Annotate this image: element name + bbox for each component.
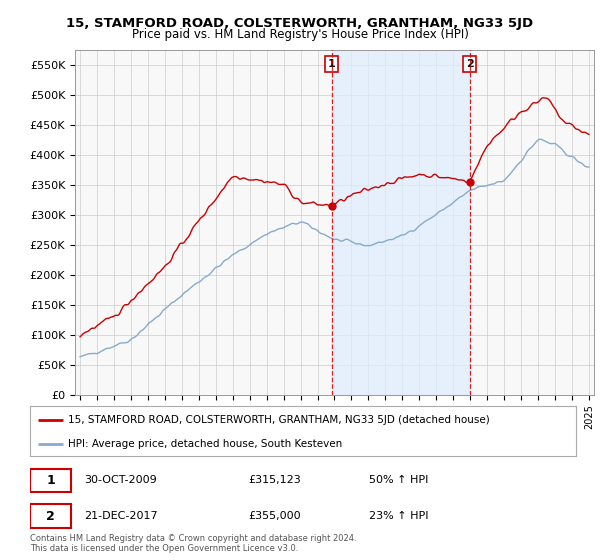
- Text: 50% ↑ HPI: 50% ↑ HPI: [368, 475, 428, 486]
- FancyBboxPatch shape: [30, 469, 71, 492]
- Text: £315,123: £315,123: [248, 475, 301, 486]
- Text: 21-DEC-2017: 21-DEC-2017: [85, 511, 158, 521]
- FancyBboxPatch shape: [30, 505, 71, 528]
- Text: 2: 2: [466, 59, 473, 69]
- Text: 1: 1: [46, 474, 55, 487]
- Text: HPI: Average price, detached house, South Kesteven: HPI: Average price, detached house, Sout…: [68, 439, 343, 449]
- Text: 23% ↑ HPI: 23% ↑ HPI: [368, 511, 428, 521]
- Text: 15, STAMFORD ROAD, COLSTERWORTH, GRANTHAM, NG33 5JD (detached house): 15, STAMFORD ROAD, COLSTERWORTH, GRANTHA…: [68, 414, 490, 424]
- Text: 30-OCT-2009: 30-OCT-2009: [85, 475, 157, 486]
- Text: Price paid vs. HM Land Registry's House Price Index (HPI): Price paid vs. HM Land Registry's House …: [131, 28, 469, 41]
- Text: £355,000: £355,000: [248, 511, 301, 521]
- Text: Contains HM Land Registry data © Crown copyright and database right 2024.
This d: Contains HM Land Registry data © Crown c…: [30, 534, 356, 553]
- Text: 2: 2: [46, 510, 55, 523]
- Bar: [332, 50, 470, 395]
- Text: 15, STAMFORD ROAD, COLSTERWORTH, GRANTHAM, NG33 5JD: 15, STAMFORD ROAD, COLSTERWORTH, GRANTHA…: [67, 17, 533, 30]
- Text: 1: 1: [328, 59, 335, 69]
